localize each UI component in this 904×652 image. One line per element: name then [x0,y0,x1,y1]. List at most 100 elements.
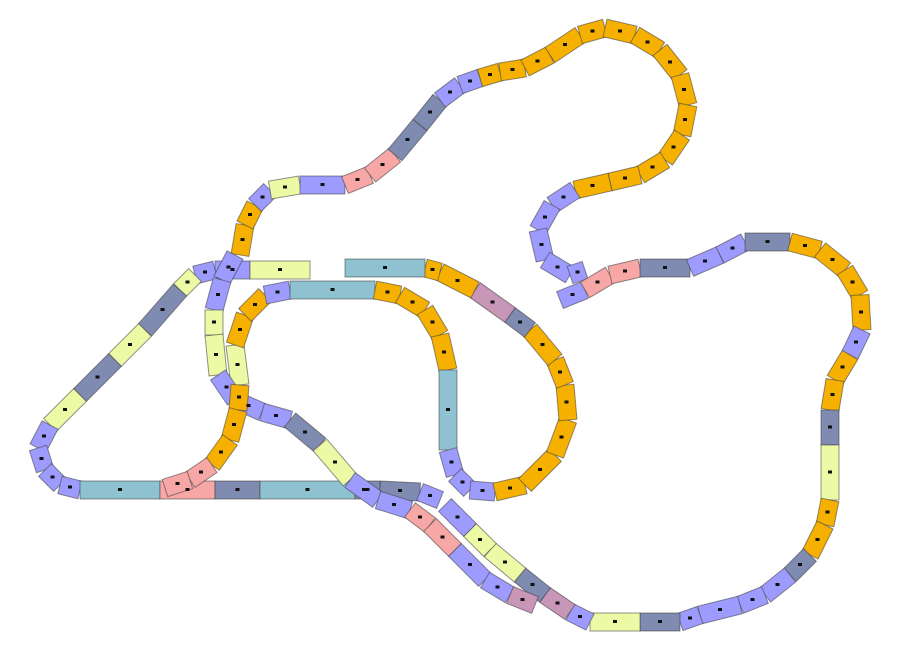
segment-marker [555,265,560,269]
track-segments [28,18,872,632]
segment-marker [798,563,802,566]
segment-marker [803,244,807,247]
segment-marker [468,563,472,566]
segment-marker [278,268,282,271]
segment-marker [559,435,564,439]
segment-marker [428,494,432,497]
segment-markers [39,29,863,623]
segment-marker [558,370,562,374]
segment-marker [385,290,390,294]
segment-marker [160,308,165,311]
segment-marker [235,488,240,491]
segment-marker [688,616,692,620]
segment-marker [468,79,472,83]
segment-marker [570,293,575,296]
segment-marker [650,165,655,169]
segment-marker [578,615,582,618]
segment-marker [859,310,863,314]
segment-marker [42,434,46,438]
segment-marker [750,598,755,601]
segment-marker [830,258,835,261]
segment-marker [380,163,385,166]
segment-marker [214,353,218,356]
segment-marker [219,450,223,454]
segment-marker [355,178,360,181]
segment-marker [365,488,370,491]
segment-marker [185,280,190,284]
segment-marker [595,280,600,284]
segment-marker [480,489,485,492]
segment-marker [199,470,203,474]
segment-marker [212,320,216,324]
segment-marker [825,510,830,514]
segment-marker [671,145,676,149]
segment-marker [232,423,236,426]
segment-marker [455,279,460,282]
segment-marker [418,515,422,519]
segment-marker [543,215,547,219]
segment-marker [460,480,465,484]
segment-marker [775,583,780,586]
segment-marker [623,269,627,273]
segment-marker [765,240,770,243]
segment-marker [216,293,220,296]
segment-marker [645,40,650,44]
segment-marker [564,400,569,404]
segment-marker [237,395,241,399]
segment-marker [613,620,617,623]
segment-marker [118,488,122,491]
segment-marker [508,486,512,490]
segment-marker [430,268,435,271]
segment-marker [128,343,132,346]
segment-marker [428,110,432,114]
segment-marker [446,408,450,411]
segment-marker [274,414,278,417]
segment-marker [488,73,492,76]
segment-marker [246,404,251,407]
segment-marker [623,176,627,180]
segment-marker [320,183,325,186]
segment-marker [39,457,44,460]
segment-marker [575,270,580,274]
segment-marker [850,280,855,284]
segment-marker [333,460,337,464]
segment-marker [455,515,460,519]
segment-marker [95,375,100,379]
segment-marker [828,470,832,474]
segment-marker [815,538,820,541]
segment-marker [230,268,235,271]
segment-marker [503,560,507,564]
segment-marker [478,538,482,541]
segment-marker [303,430,307,434]
segment-marker [203,270,207,274]
segment-marker [50,475,55,479]
segment-marker [383,266,387,269]
segment-marker [538,468,542,471]
segment-marker [392,503,396,506]
segment-marker [63,408,67,411]
segment-marker [68,485,72,489]
segment-marker [405,138,410,141]
segment-marker [224,385,229,389]
segment-marker [283,185,287,189]
segment-marker [226,265,231,269]
segment-marker [430,320,435,324]
segment-marker [828,425,832,429]
segment-marker [854,340,858,344]
segment-marker [442,350,446,354]
segment-marker [703,259,707,263]
segment-marker [238,328,242,331]
segment-marker [530,583,535,586]
segment-marker [175,482,180,485]
segment-marker [235,363,240,366]
segment-marker [330,288,335,291]
segment-marker [490,300,495,304]
segment-marker [540,343,545,346]
segment-marker [730,246,735,250]
segment-marker [248,213,252,216]
segment-marker [658,620,662,623]
segment-marker [683,118,687,121]
segment-marker [830,393,835,396]
segment-marker [185,488,190,491]
